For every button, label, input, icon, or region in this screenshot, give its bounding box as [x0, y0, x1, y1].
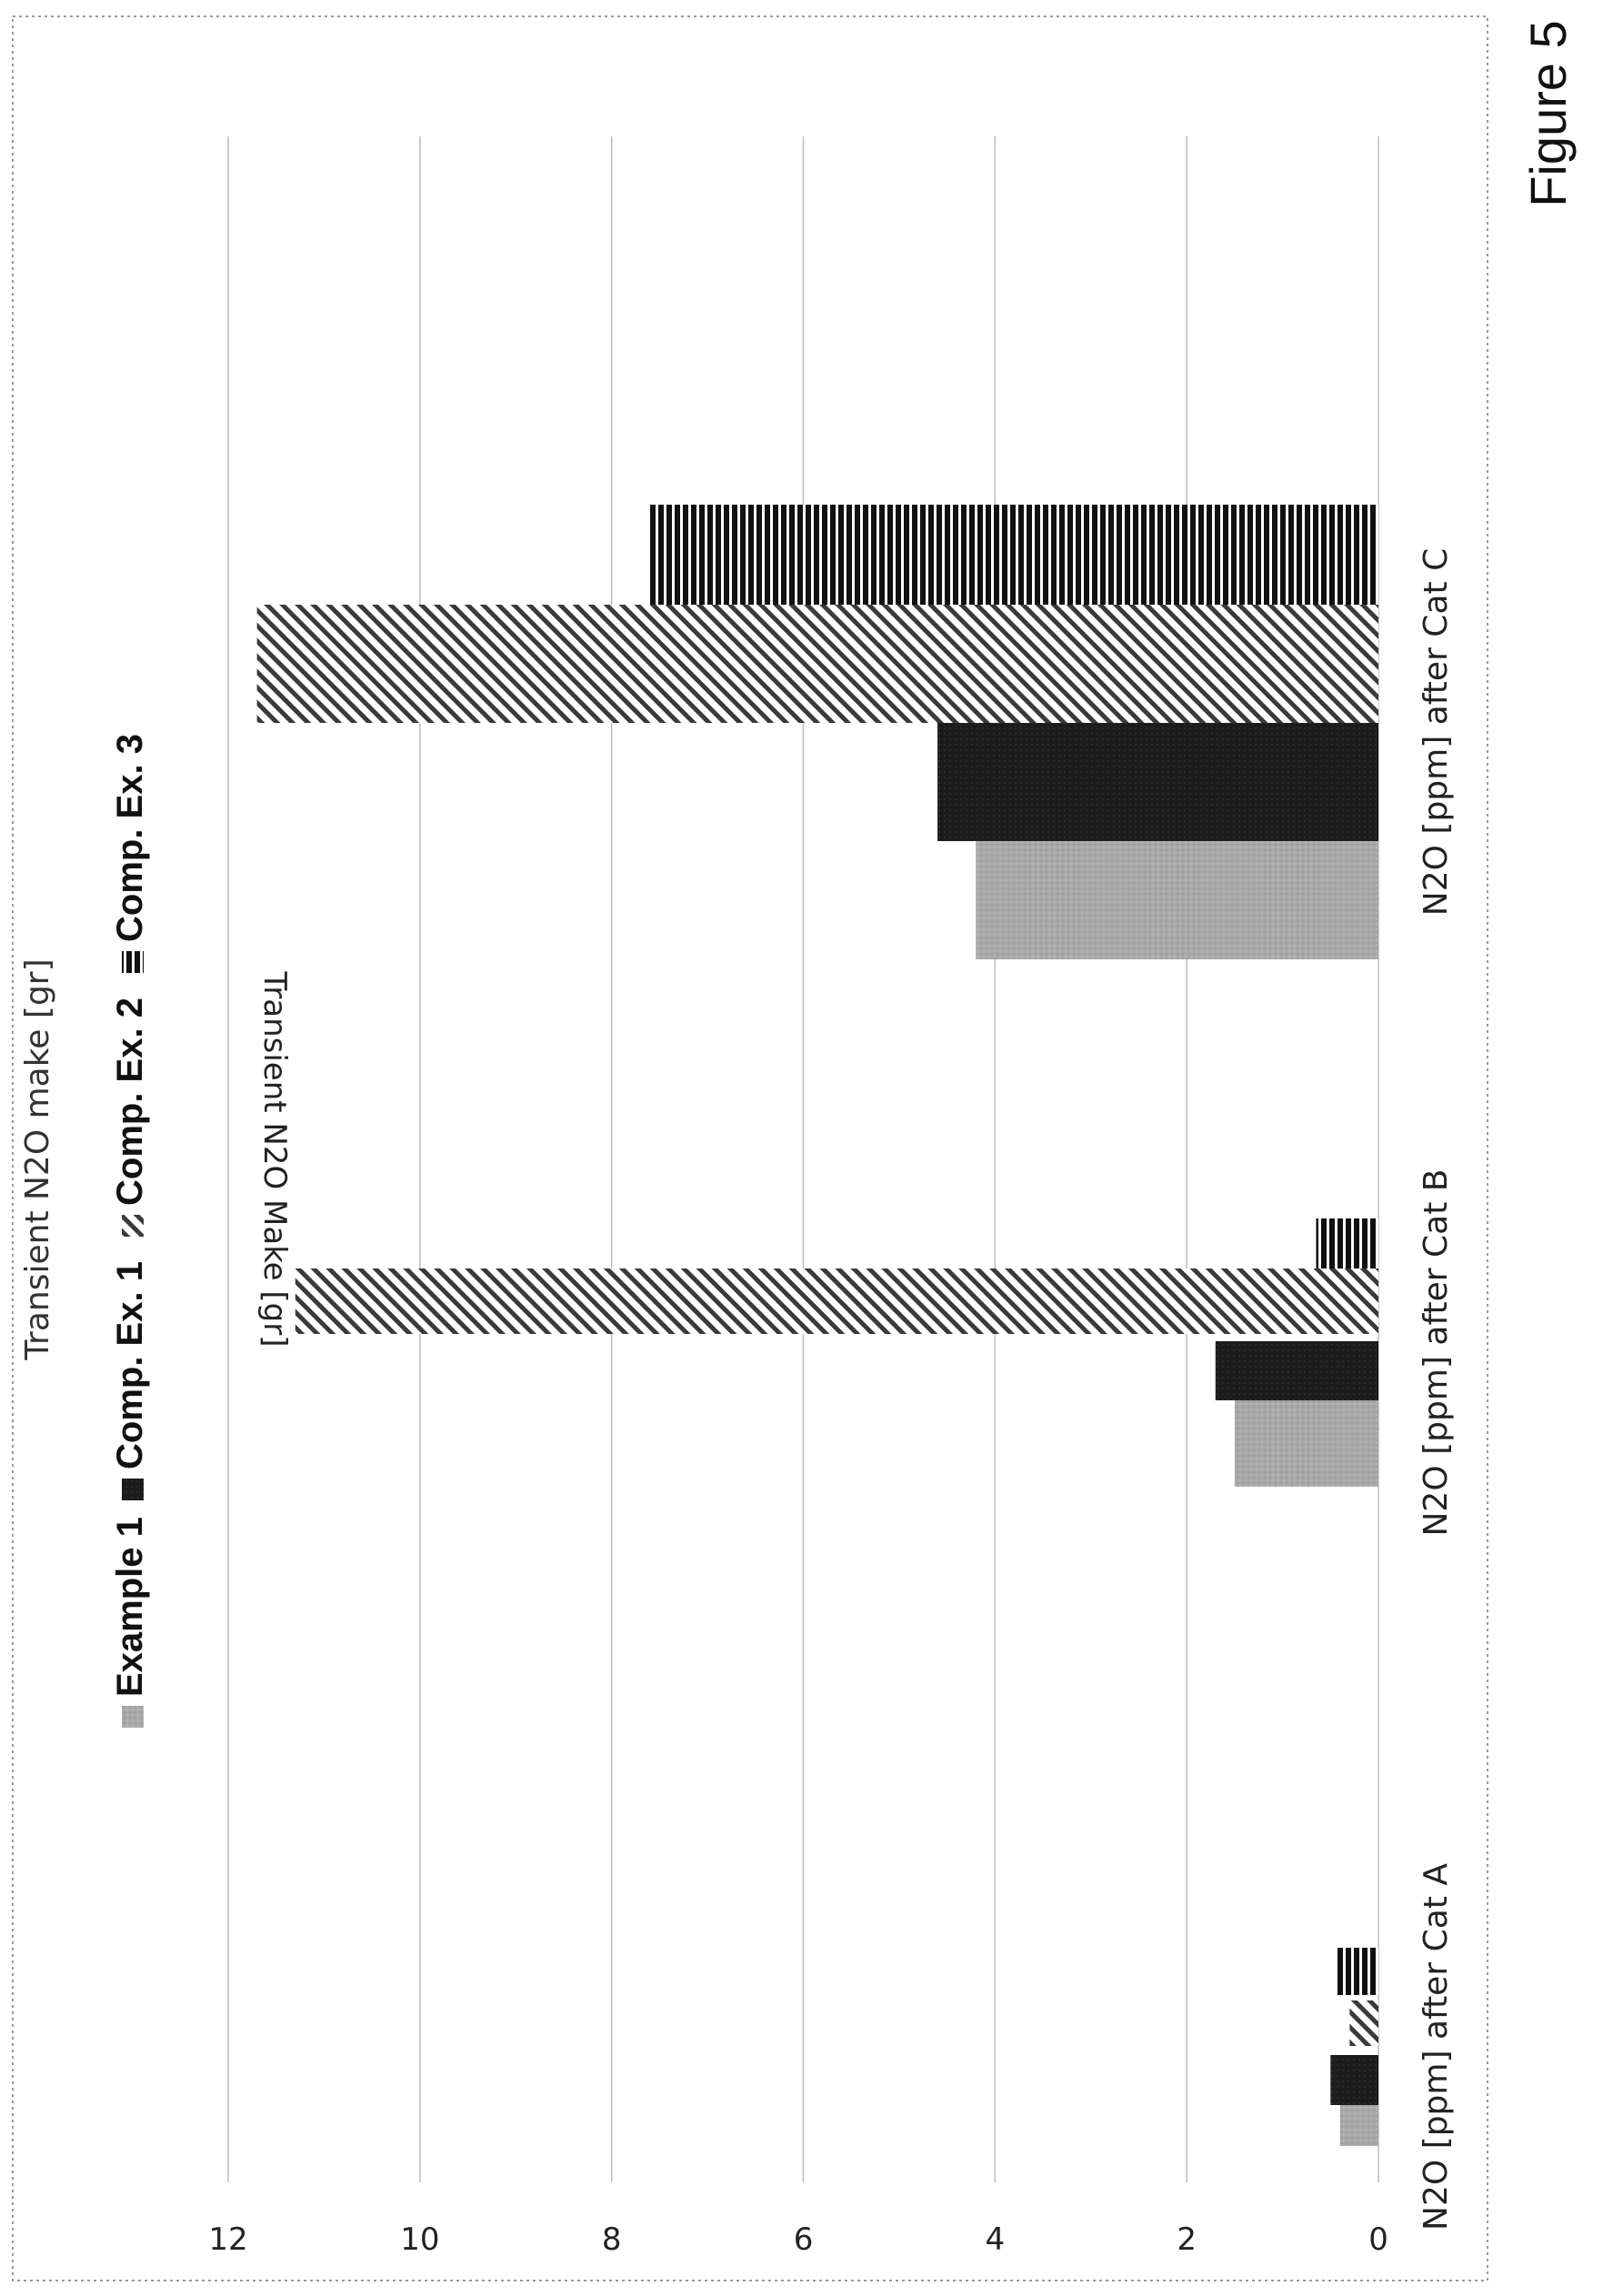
- bar-comp-ex-1-1: [1215, 1341, 1378, 1400]
- tick-label: 8: [602, 2221, 622, 2258]
- bar-comp-ex-2-1: [295, 1268, 1378, 1334]
- category-label: N2O [ppm] after Cat C: [1418, 548, 1455, 916]
- gridlines: [227, 136, 1379, 2182]
- tick-label: 12: [208, 2221, 247, 2258]
- bar-example-1-2: [976, 841, 1378, 959]
- legend-label: Example 1: [110, 1517, 150, 1697]
- y-axis-label: Transient N2O Make [gr]: [256, 971, 293, 1348]
- tick-label: 0: [1368, 2221, 1388, 2258]
- category-labels: N2O [ppm] after Cat A N2O [ppm] after Cat…: [1418, 548, 1455, 2231]
- chart-area: N2O [ppm] after Cat A N2O [ppm] after Cat…: [19, 136, 1455, 2258]
- legend-swatch: [122, 1706, 144, 1728]
- bar-comp-ex-1-0: [1330, 2055, 1378, 2105]
- legend-label: Comp. Ex. 2: [110, 998, 150, 1206]
- legend-swatch: [122, 951, 144, 973]
- figure-frame: [12, 15, 1488, 2281]
- bar-comp-ex-3-0: [1335, 1948, 1378, 1995]
- bar-comp-ex-2-2: [256, 605, 1378, 723]
- bar-comp-ex-1-2: [937, 723, 1378, 841]
- legend: Example 1 Comp. Ex. 1 Comp. Ex. 2 Comp. Ex.…: [110, 734, 150, 1728]
- legend-swatch: [122, 1215, 144, 1237]
- bar-comp-ex-3-2: [649, 505, 1378, 605]
- tick-labels: 0 2 4 6 8 10 12: [208, 2221, 1388, 2258]
- bar-example-1-1: [1234, 1400, 1378, 1487]
- legend-label: Comp. Ex. 1: [110, 1261, 150, 1469]
- tick-label: 2: [1177, 2221, 1197, 2258]
- bar-comp-ex-3-1: [1316, 1218, 1378, 1268]
- legend-label: Comp. Ex. 3: [110, 734, 150, 942]
- category-label: N2O [ppm] after Cat B: [1418, 1169, 1455, 1537]
- category-label: N2O [ppm] after Cat A: [1418, 1863, 1455, 2231]
- legend-swatch: [122, 1479, 144, 1500]
- bar-example-1-0: [1339, 2105, 1378, 2146]
- bars: [256, 505, 1378, 2146]
- bar-comp-ex-2-0: [1349, 2000, 1378, 2046]
- figure-label: Figure 5: [1519, 20, 1577, 206]
- chart-title: Transient N2O make [gr]: [19, 958, 56, 1360]
- tick-label: 4: [986, 2221, 1006, 2258]
- tick-label: 10: [400, 2221, 439, 2258]
- tick-label: 6: [794, 2221, 814, 2258]
